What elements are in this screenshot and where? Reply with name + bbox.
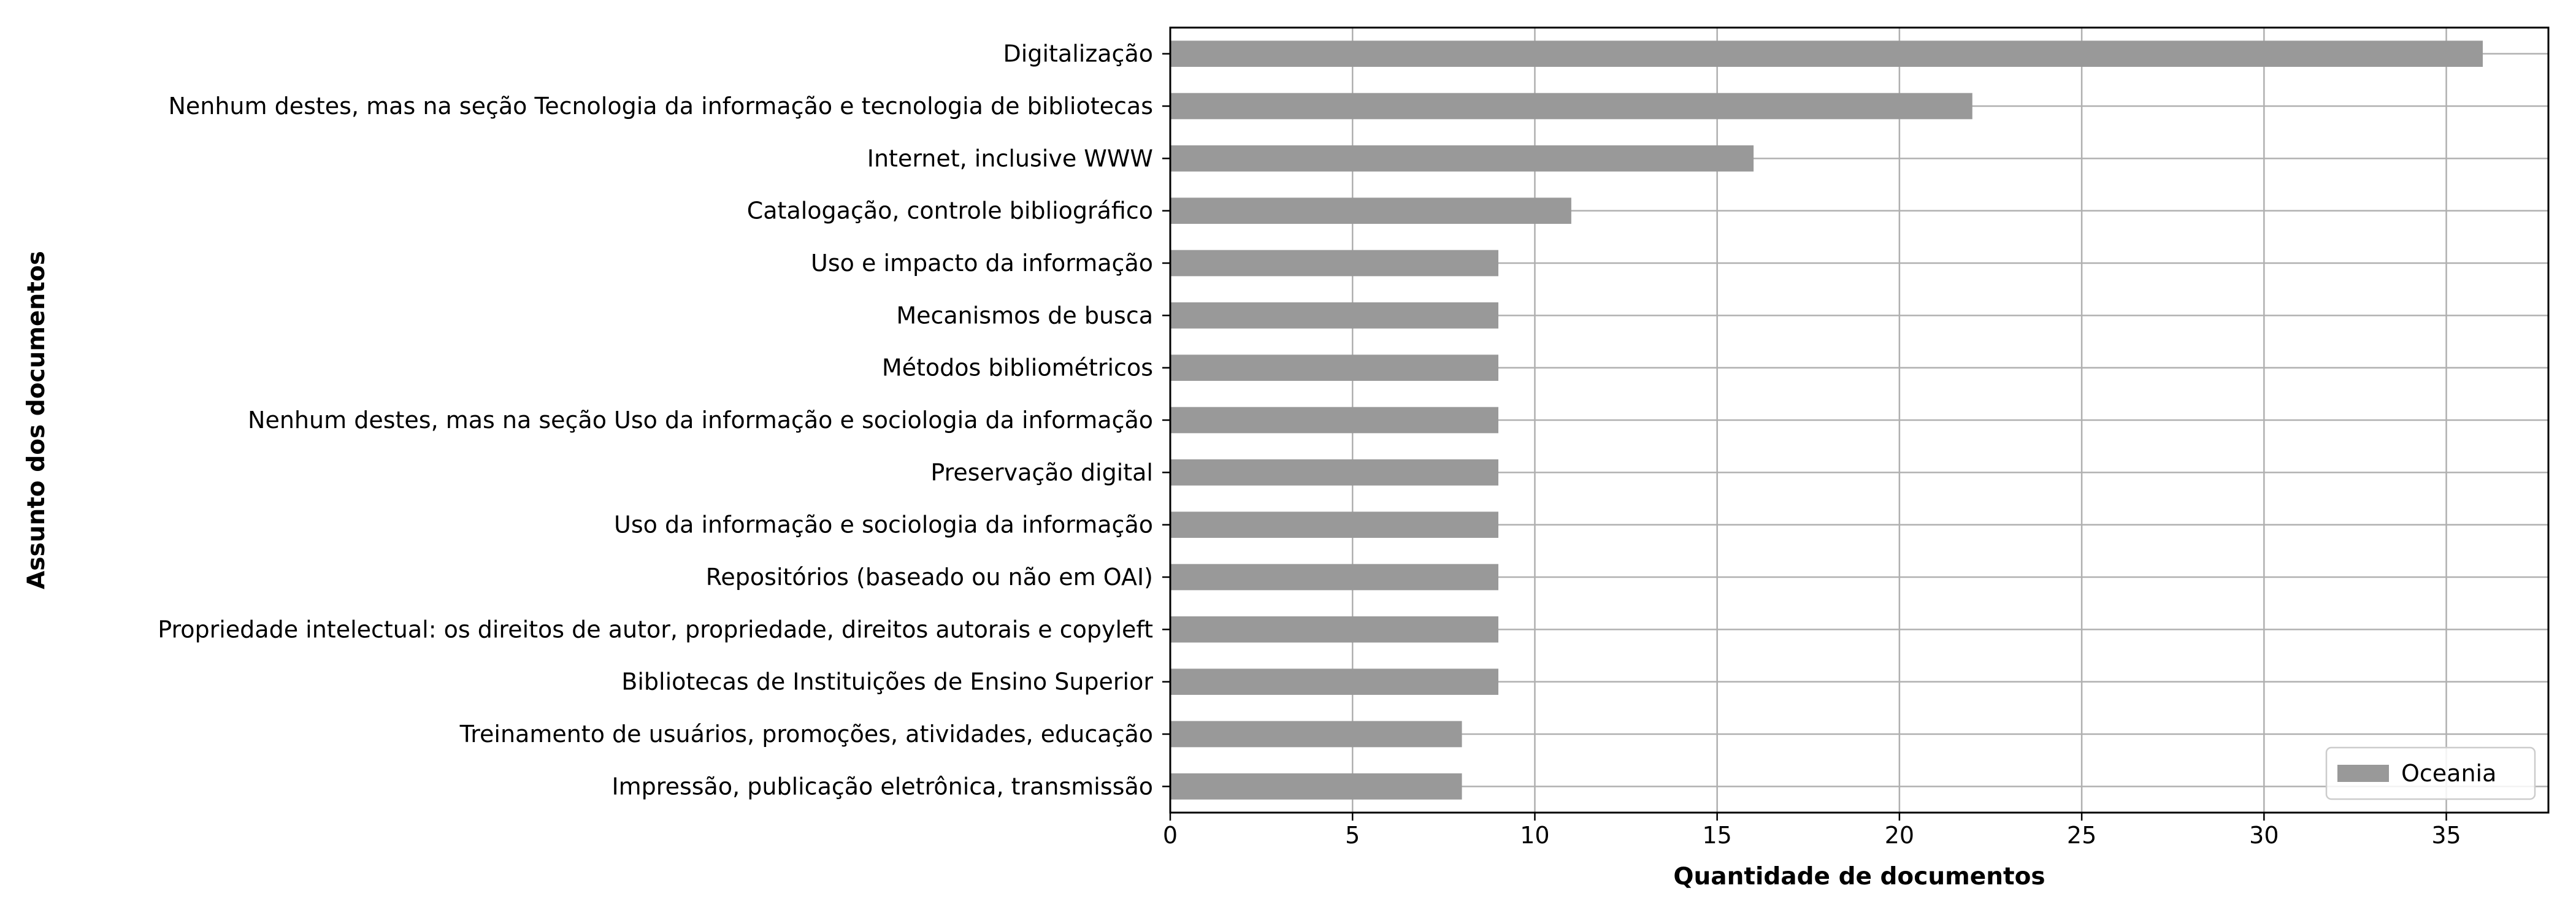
x-tick-label: 10	[1520, 822, 1549, 849]
legend: Oceania	[2325, 746, 2536, 800]
category-label: Catalogação, controle bibliográfico	[747, 197, 1153, 224]
bar	[1170, 145, 1754, 172]
category-label: Treinamento de usuários, promoções, ativ…	[459, 721, 1153, 748]
bar	[1170, 40, 2483, 67]
category-labels: Digitalização Nenhum destes, mas na seção…	[158, 40, 1153, 800]
legend-label: Oceania	[2401, 760, 2496, 787]
x-tick-label: 25	[2067, 822, 2096, 849]
bar	[1170, 721, 1462, 748]
x-tick-label: 0	[1163, 822, 1178, 849]
tick-layer: 0 5 10 15 20 25 30 35	[1162, 53, 2461, 849]
x-tick-label: 20	[1885, 822, 1914, 849]
category-label: Internet, inclusive WWW	[867, 145, 1153, 172]
category-label: Propriedade intelectual: os direitos de …	[158, 616, 1153, 643]
x-tick-label: 30	[2249, 822, 2279, 849]
bar	[1170, 616, 1498, 643]
x-tick-label: 5	[1345, 822, 1360, 849]
bar	[1170, 93, 1972, 120]
category-label: Preservação digital	[930, 459, 1153, 486]
bar	[1170, 564, 1498, 591]
category-label: Digitalização	[1003, 40, 1153, 67]
category-label: Repositórios (baseado ou não em OAI)	[706, 564, 1153, 591]
category-label: Nenhum destes, mas na seção Tecnologia d…	[168, 93, 1153, 120]
y-axis-title: Assunto dos documentos	[23, 251, 50, 589]
bar	[1170, 459, 1498, 486]
category-label: Nenhum destes, mas na seção Uso da infor…	[248, 407, 1153, 434]
bar-layer	[1170, 40, 2483, 800]
bar	[1170, 407, 1498, 434]
bar	[1170, 773, 1462, 800]
bar	[1170, 511, 1498, 538]
bar	[1170, 250, 1498, 277]
category-label: Métodos bibliométricos	[882, 354, 1153, 381]
legend-box	[2325, 746, 2536, 800]
x-tick-label: 35	[2431, 822, 2461, 849]
bar	[1170, 354, 1498, 381]
x-axis-title: Quantidade de documentos	[1673, 863, 2045, 890]
x-tick-label: 15	[1702, 822, 1731, 849]
category-label: Mecanismos de busca	[896, 302, 1153, 329]
category-label: Uso e impacto da informação	[811, 250, 1153, 277]
category-label: Uso da informação e sociologia da inform…	[614, 511, 1153, 538]
bar	[1170, 197, 1571, 224]
bar	[1170, 302, 1498, 329]
bar	[1170, 668, 1498, 695]
legend-swatch	[2337, 765, 2389, 782]
category-label: Bibliotecas de Instituições de Ensino Su…	[621, 668, 1153, 695]
category-label: Impressão, publicação eletrônica, transm…	[611, 773, 1153, 800]
